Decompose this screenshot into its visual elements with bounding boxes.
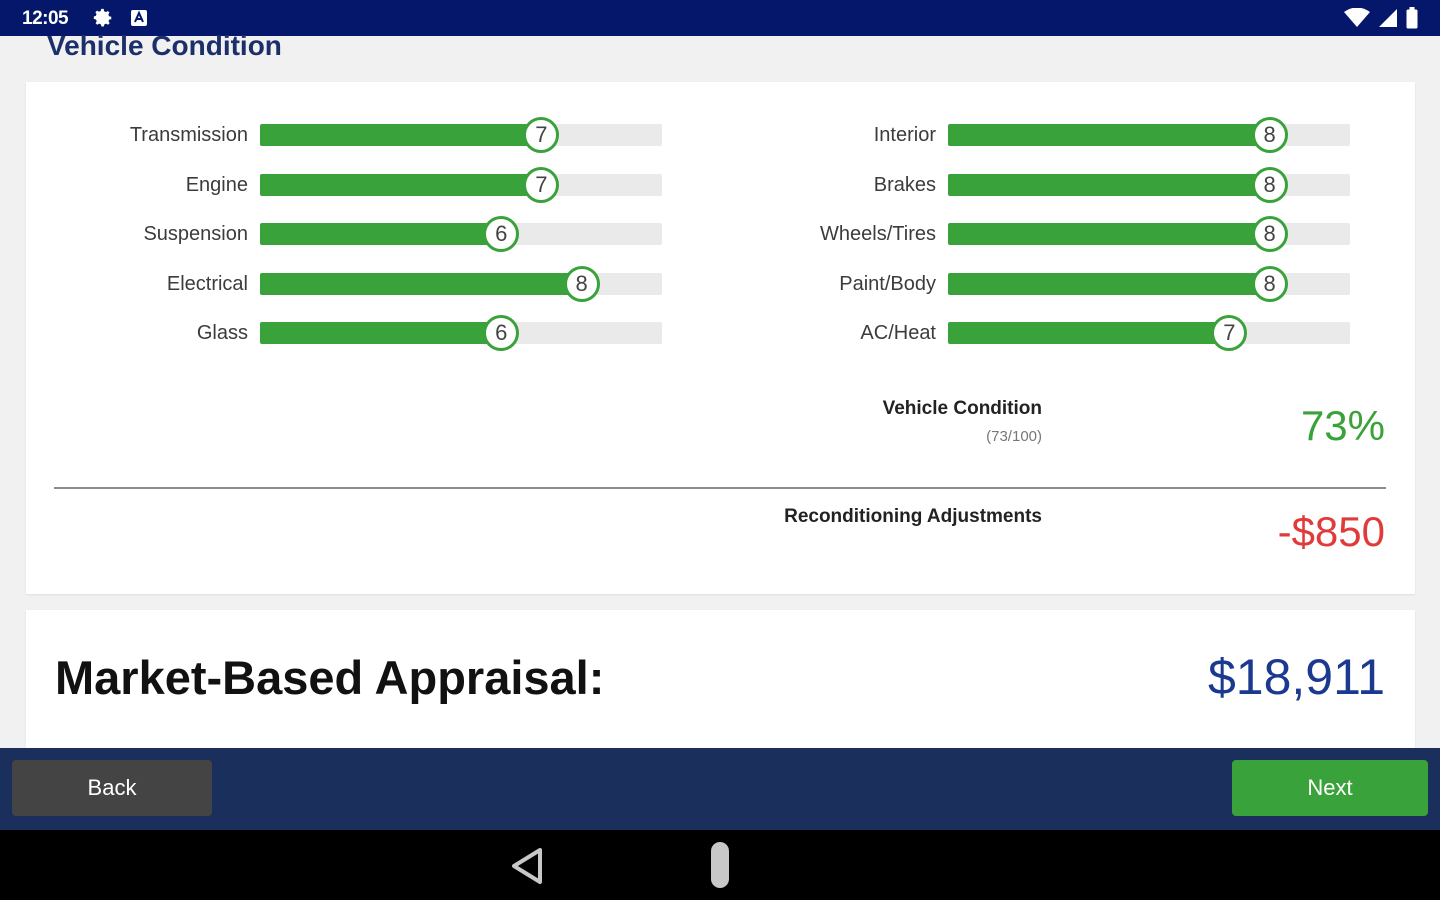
rating-slider-track[interactable]: 8 — [948, 166, 1350, 203]
rating-label: Engine — [185, 173, 248, 196]
status-time: 12:05 — [22, 8, 69, 29]
vehicle-condition-score: (73/100) — [986, 428, 1042, 445]
rating-slider-knob[interactable]: 7 — [1211, 315, 1248, 351]
appraisal-label: Market-Based Appraisal: — [55, 651, 605, 704]
vehicle-condition-card: Transmission 7 Engine 7 Suspension 6 Electrica… — [26, 82, 1415, 594]
vehicle-condition-percent: 73% — [1300, 402, 1385, 449]
rating-slider-track[interactable]: 6 — [260, 315, 662, 351]
rating-slider-knob[interactable]: 6 — [483, 216, 520, 252]
back-button[interactable]: Back — [12, 760, 212, 816]
appraisal-value: $18,911 — [1207, 649, 1385, 705]
rating-slider-knob[interactable]: 7 — [523, 166, 560, 203]
rating-slider-knob[interactable]: 8 — [1251, 117, 1288, 153]
rating-slider-track[interactable]: 8 — [948, 216, 1350, 252]
rating-slider-fill — [260, 173, 542, 196]
status-bar: 12:05 — [0, 0, 1440, 36]
rating-slider-track[interactable]: 8 — [260, 265, 662, 302]
next-button[interactable]: Next — [1232, 760, 1428, 816]
rating-slider-track[interactable]: 7 — [948, 315, 1350, 351]
nav-back-icon[interactable] — [508, 846, 548, 886]
rating-slider-track[interactable]: 7 — [260, 117, 662, 153]
rating-label: AC/Heat — [860, 322, 936, 344]
rating-slider-knob[interactable]: 6 — [483, 315, 520, 351]
cell-signal-icon — [1379, 9, 1397, 27]
appraisal-card: Market-Based Appraisal: $18,911 — [26, 610, 1415, 750]
reconditioning-value: -$850 — [1277, 508, 1385, 555]
rating-label: Glass — [196, 322, 248, 344]
rating-slider-fill — [260, 124, 542, 146]
notification-icon — [131, 10, 147, 26]
rating-slider-track[interactable]: 8 — [948, 117, 1350, 153]
rating-slider-knob[interactable]: 8 — [1251, 166, 1288, 203]
rating-label: Paint/Body — [839, 272, 936, 295]
reconditioning-label: Reconditioning Adjustments — [784, 506, 1042, 527]
page-title: Vehicle Condition — [47, 30, 282, 61]
rating-slider-track[interactable]: 7 — [260, 166, 662, 203]
rating-slider-fill — [260, 322, 502, 344]
rating-label: Suspension — [143, 223, 248, 245]
rating-slider-fill — [948, 173, 1270, 196]
rating-label: Brakes — [873, 173, 936, 196]
rating-label: Transmission — [129, 124, 248, 146]
action-bar: Back Next — [0, 748, 1440, 830]
divider — [54, 487, 1386, 489]
nav-home-pill[interactable] — [711, 842, 729, 888]
rating-label: Electrical — [166, 272, 248, 295]
rating-slider-track[interactable]: 8 — [948, 265, 1350, 302]
gear-icon — [93, 8, 112, 27]
system-nav-bar — [0, 830, 1440, 900]
rating-slider-fill — [948, 322, 1230, 344]
rating-label: Wheels/Tires — [820, 223, 936, 245]
rating-slider-knob[interactable]: 8 — [1251, 265, 1288, 302]
rating-slider-fill — [260, 272, 582, 295]
battery-icon — [1406, 7, 1418, 29]
rating-slider-fill — [948, 223, 1270, 245]
rating-slider-fill — [948, 272, 1270, 295]
rating-slider-fill — [948, 124, 1270, 146]
rating-slider-knob[interactable]: 7 — [523, 117, 560, 153]
rating-slider-knob[interactable]: 8 — [1251, 216, 1288, 252]
rating-label: Interior — [873, 124, 936, 146]
status-icons — [1344, 7, 1418, 29]
rating-slider-knob[interactable]: 8 — [563, 265, 600, 302]
wifi-icon — [1344, 8, 1370, 27]
rating-slider-track[interactable]: 6 — [260, 216, 662, 252]
vehicle-condition-label: Vehicle Condition — [882, 398, 1042, 419]
rating-slider-fill — [260, 223, 502, 245]
